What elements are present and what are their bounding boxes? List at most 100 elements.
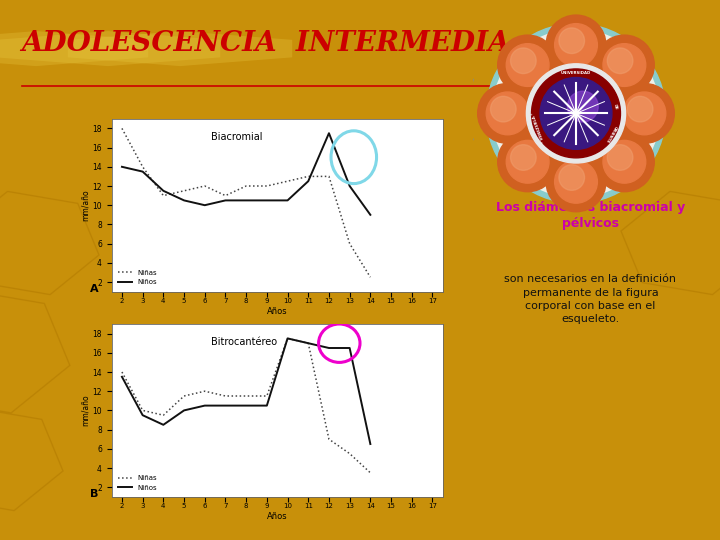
Circle shape — [623, 92, 666, 135]
Line: Niños: Niños — [122, 133, 370, 215]
Niños — [138, 412, 147, 418]
Niños — [159, 422, 168, 428]
Circle shape — [627, 96, 653, 122]
Niños — [117, 374, 126, 380]
Niños — [242, 402, 251, 409]
Niñas — [283, 335, 292, 342]
Text: * VENEZUELA *: * VENEZUELA * — [531, 111, 546, 143]
Niños — [159, 187, 168, 194]
Text: Los diámetros biacromial y
pélvicos: Los diámetros biacromial y pélvicos — [496, 201, 685, 230]
Niñas — [242, 183, 251, 189]
Text: UNIVERSIDAD: UNIVERSIDAD — [561, 71, 591, 75]
Niñas — [325, 173, 333, 180]
Circle shape — [607, 145, 633, 170]
Text: B: B — [90, 489, 99, 499]
Circle shape — [477, 84, 538, 143]
Niñas — [346, 450, 354, 457]
Line: Niñas: Niñas — [122, 339, 370, 473]
Circle shape — [614, 84, 675, 143]
Circle shape — [567, 91, 598, 122]
Niñas — [325, 436, 333, 442]
Niños — [242, 197, 251, 204]
Niños — [200, 402, 209, 409]
Y-axis label: mm/año: mm/año — [81, 190, 89, 221]
Niños — [346, 183, 354, 189]
Circle shape — [490, 96, 516, 122]
Niñas — [263, 183, 271, 189]
Niños — [221, 197, 230, 204]
Niños — [180, 197, 189, 204]
Niñas — [283, 178, 292, 185]
Niñas — [242, 393, 251, 399]
Circle shape — [546, 15, 606, 75]
Circle shape — [498, 132, 557, 192]
Circle shape — [559, 28, 585, 53]
Niños — [180, 407, 189, 414]
Niños — [325, 130, 333, 137]
Circle shape — [498, 35, 557, 95]
Circle shape — [554, 160, 598, 203]
Niños — [221, 402, 230, 409]
Niñas — [138, 407, 147, 414]
Niños — [346, 345, 354, 351]
Niñas — [221, 393, 230, 399]
Niñas — [346, 240, 354, 247]
Circle shape — [554, 24, 598, 66]
Text: ORIENTE: ORIENTE — [604, 124, 617, 143]
Text: A: A — [90, 284, 99, 294]
Niños — [304, 178, 312, 185]
Niñas — [117, 369, 126, 375]
Circle shape — [607, 48, 633, 73]
Niñas — [366, 470, 374, 476]
Niños — [138, 168, 147, 175]
Text: Bitrocantéreo: Bitrocantéreo — [211, 337, 277, 347]
Y-axis label: mm/año: mm/año — [81, 395, 89, 426]
Circle shape — [486, 92, 529, 135]
Niñas — [221, 192, 230, 199]
Niñas — [159, 412, 168, 418]
Circle shape — [486, 24, 666, 203]
Text: son necesarios en la definición
permanente de la figura
corporal con base en el
: son necesarios en la definición permanen… — [505, 274, 676, 324]
X-axis label: Años: Años — [267, 307, 287, 315]
Circle shape — [526, 64, 626, 163]
Line: Niños: Niños — [122, 339, 370, 444]
Legend: Niñas, Niños: Niñas, Niños — [115, 472, 160, 494]
Legend: Niñas, Niños: Niñas, Niños — [115, 267, 160, 288]
Circle shape — [510, 48, 536, 73]
Circle shape — [603, 140, 646, 183]
Niñas — [200, 183, 209, 189]
Niñas — [138, 164, 147, 170]
Circle shape — [603, 44, 646, 86]
Niñas — [180, 393, 189, 399]
Niñas — [117, 125, 126, 132]
Niños — [117, 164, 126, 170]
Niños — [325, 345, 333, 351]
Circle shape — [531, 69, 621, 158]
Niños — [283, 197, 292, 204]
Niños — [283, 335, 292, 342]
Niños — [366, 441, 374, 447]
Niñas — [304, 340, 312, 347]
Niños — [263, 197, 271, 204]
Niñas — [159, 192, 168, 199]
Circle shape — [506, 140, 549, 183]
Circle shape — [540, 77, 612, 149]
Niños — [304, 340, 312, 347]
Niños — [366, 212, 374, 218]
Line: Niñas: Niñas — [122, 129, 370, 277]
Circle shape — [492, 30, 660, 197]
Text: Biacromial: Biacromial — [211, 132, 263, 141]
Circle shape — [546, 152, 606, 212]
Niñas — [263, 393, 271, 399]
Text: DE: DE — [613, 103, 618, 110]
X-axis label: Años: Años — [267, 512, 287, 521]
Niñas — [180, 187, 189, 194]
Niñas — [304, 173, 312, 180]
Niñas — [366, 274, 374, 280]
Circle shape — [559, 165, 585, 190]
Niñas — [200, 388, 209, 394]
Circle shape — [595, 35, 654, 95]
Circle shape — [595, 132, 654, 192]
Circle shape — [510, 145, 536, 170]
Niños — [200, 202, 209, 208]
